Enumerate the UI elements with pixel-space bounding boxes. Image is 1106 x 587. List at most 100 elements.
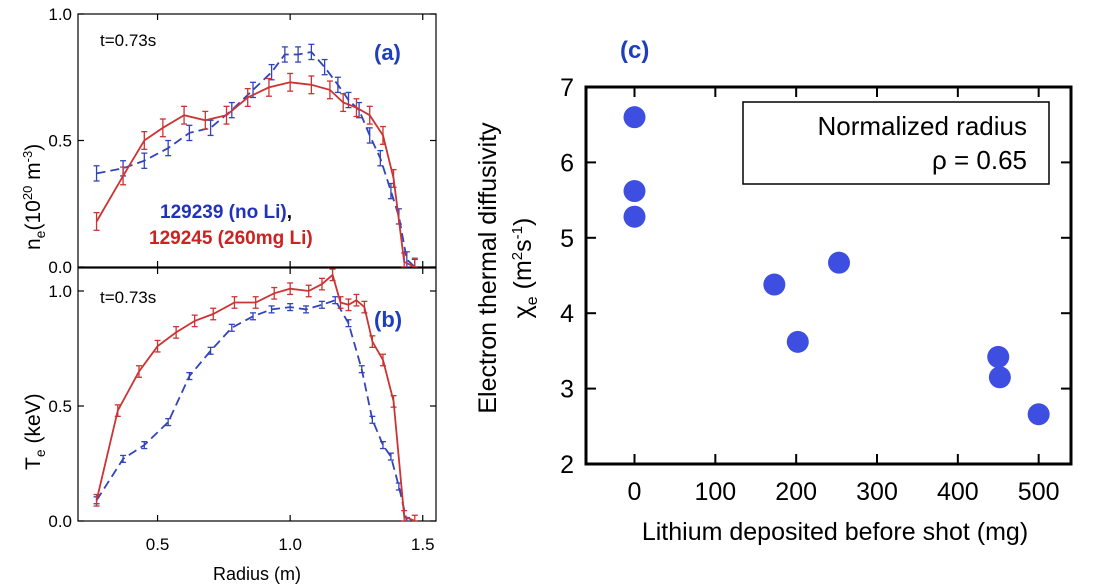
panel-a-point-no-li — [295, 46, 302, 63]
panel-a-point-li — [181, 105, 188, 125]
scatter-point — [623, 106, 646, 129]
panel-b-point-no-li — [141, 440, 148, 450]
panel-b-point-li — [93, 493, 100, 507]
panel-a-point-li — [411, 257, 418, 268]
panel-a-ytick-label: 1.0 — [48, 5, 72, 24]
panel-a-point-no-li — [366, 127, 373, 144]
panel-b-point-li — [345, 298, 352, 312]
panel-b-time-label: t=0.73s — [100, 288, 156, 307]
panel-b-point-no-li — [332, 296, 339, 305]
panel-b-point-no-li — [387, 452, 394, 461]
panel-b-point-li — [191, 314, 198, 328]
legend-entry-no-li: 129239 (no Li), — [160, 202, 292, 223]
panel-a-ylabel: ne(1020 m-3) — [20, 144, 48, 250]
panel-b-point-li — [369, 335, 376, 349]
panel-c-frame — [584, 85, 1073, 466]
panel-a-point-no-li — [186, 124, 193, 142]
panel-b-point-no-li — [186, 371, 193, 381]
panel-b-label: (b) — [374, 307, 402, 332]
panel-a-point-li — [244, 87, 251, 107]
panel-b-point-li — [401, 509, 408, 522]
panel-c-ytick-label: 6 — [560, 149, 574, 177]
panel-c-ylabel-line1: Electron thermal diffusivity — [474, 122, 502, 414]
panel-a-point-no-li — [93, 165, 100, 182]
panel-a-point-li — [141, 130, 148, 151]
panel-b-point-li — [361, 300, 368, 314]
panel-b-point-no-li — [228, 323, 235, 332]
panel-b-point-li — [271, 286, 278, 300]
scatter-point — [623, 180, 646, 203]
panel-b-point-li — [252, 296, 259, 309]
panel-a-point-li — [93, 211, 100, 231]
panel-a-point-no-li — [165, 139, 172, 157]
panel-b-point-li — [379, 353, 386, 367]
scatter-point — [623, 205, 646, 228]
panel-b-point-li — [329, 268, 336, 282]
panel-b-point-no-li — [379, 440, 386, 450]
panel-a-point-no-li — [207, 119, 214, 137]
panel-c-ytick-label: 5 — [560, 225, 574, 253]
panel-a-point-li — [287, 72, 294, 92]
panel-c-xtick-label: 0 — [628, 478, 642, 506]
panel-c-xtick-label: 100 — [694, 478, 736, 506]
panel-a-point-li — [159, 118, 166, 138]
panel-c-ytick-label: 3 — [560, 376, 574, 404]
panel-a-time-label: t=0.73s — [100, 31, 156, 50]
panel-a-point-li — [379, 125, 386, 145]
panel-c-xtick-label: 500 — [1018, 478, 1060, 506]
panel-b-point-no-li — [369, 415, 376, 424]
panel-a-series-no-li — [96, 51, 416, 268]
panel-a-point-no-li — [141, 152, 148, 169]
scatter-point — [763, 273, 786, 296]
panel-b-point-no-li — [268, 305, 275, 314]
panel-a-point-li — [223, 105, 230, 125]
panel-b-point-no-li — [250, 312, 257, 321]
panel-a-label: (a) — [374, 40, 401, 65]
scatter-point — [828, 251, 851, 274]
panel-a-point-li — [340, 93, 347, 113]
scatter-point — [988, 366, 1011, 389]
panel-a-point-no-li — [334, 76, 341, 94]
panel-c-xlabel: Lithium deposited before shot (mg) — [642, 518, 1028, 546]
panel-b-point-li — [305, 284, 312, 298]
panel-b-point-no-li — [165, 417, 172, 427]
panel-c-xtick-label: 300 — [856, 478, 898, 506]
panel-b-xtick-label: 1.0 — [278, 535, 302, 554]
panel-b-point-li — [318, 277, 325, 291]
panel-b-point-no-li — [358, 365, 365, 374]
panel-b-ylabel: Te (keV) — [22, 393, 48, 470]
panel-a-ytick-label: 0.5 — [48, 132, 72, 151]
panel-b-point-no-li — [303, 305, 310, 314]
panel-a-point-li — [401, 252, 408, 268]
annotation-normalized-radius: Normalized radius — [817, 111, 1027, 141]
panel-b-frame — [77, 267, 437, 522]
panel-b-point-li — [337, 296, 344, 309]
annotation-rho-value: ρ = 0.65 — [932, 145, 1027, 175]
scatter-point — [786, 330, 809, 353]
panel-b-point-li — [231, 296, 238, 309]
panel-a-point-no-li — [321, 58, 328, 76]
panel-a-point-li — [353, 98, 360, 118]
panel-c-ylabel-line2: χe (m2s-1) — [509, 218, 541, 319]
panel-b-point-li — [114, 404, 121, 418]
panel-c-scatter: (c) 2 3 4 5 6 7 0 100 200 300 400 500 Normalized r… — [474, 37, 1073, 546]
panel-a-point-li — [308, 75, 315, 95]
panel-c-label: (c) — [620, 37, 649, 64]
panel-b-xtick-label: 1.5 — [411, 535, 435, 554]
panel-a-point-li — [202, 110, 209, 130]
panel-c-ytick-label: 7 — [560, 74, 574, 102]
panel-b-point-li — [135, 365, 142, 378]
panel-a-density: 0.0 0.5 1.0 t=0.73s (a) ne(1020 m-3) 12923… — [20, 5, 437, 277]
panel-b-point-li — [287, 282, 294, 296]
panel-a-point-li — [265, 77, 272, 97]
panel-b-xtick-label: 0.5 — [146, 535, 170, 554]
panel-b-point-li — [411, 514, 418, 522]
panel-a-point-no-li — [268, 63, 275, 81]
panel-b-point-no-li — [318, 300, 325, 309]
panel-b-point-no-li — [345, 319, 352, 328]
scatter-point — [987, 345, 1010, 368]
panel-b-point-no-li — [207, 346, 214, 355]
panel-a-point-li — [120, 166, 127, 186]
panel-a-point-no-li — [387, 182, 394, 200]
